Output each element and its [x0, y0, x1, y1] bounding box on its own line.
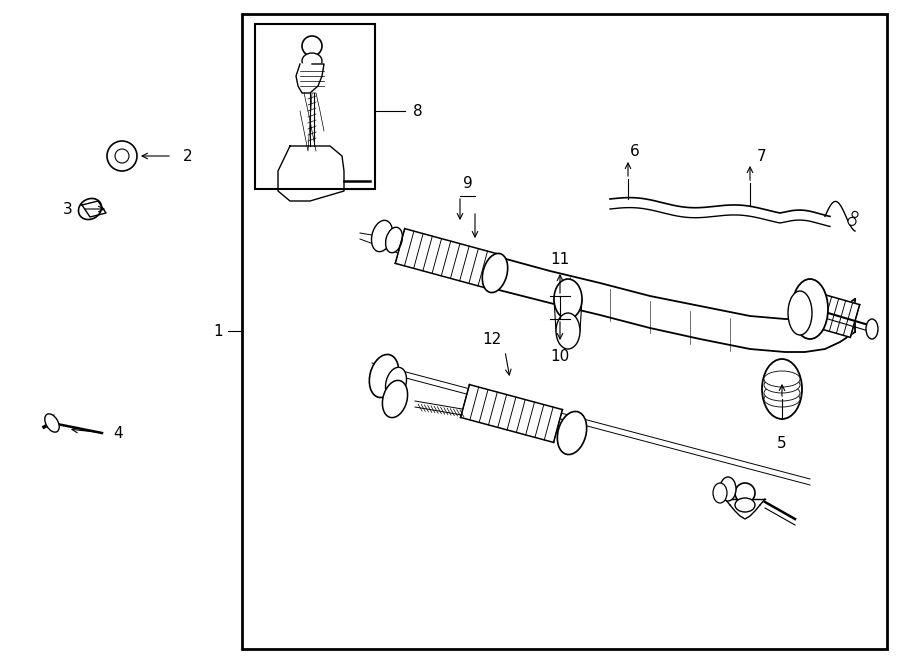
- Text: 6: 6: [630, 143, 640, 159]
- Ellipse shape: [713, 483, 727, 503]
- Circle shape: [848, 217, 856, 225]
- Ellipse shape: [482, 253, 508, 293]
- Polygon shape: [395, 229, 497, 288]
- Text: 7: 7: [757, 149, 767, 163]
- Polygon shape: [82, 201, 106, 217]
- Ellipse shape: [78, 198, 102, 219]
- Ellipse shape: [735, 498, 755, 512]
- Ellipse shape: [866, 319, 878, 339]
- Text: 1: 1: [213, 323, 223, 338]
- Ellipse shape: [764, 385, 800, 401]
- Text: 2: 2: [184, 149, 193, 163]
- Polygon shape: [815, 295, 859, 337]
- Ellipse shape: [557, 411, 587, 455]
- Polygon shape: [461, 385, 562, 442]
- Ellipse shape: [369, 354, 399, 397]
- Text: 10: 10: [551, 348, 570, 364]
- Ellipse shape: [45, 414, 59, 432]
- Circle shape: [735, 483, 755, 503]
- Ellipse shape: [764, 391, 800, 407]
- Text: 4: 4: [113, 426, 122, 440]
- Bar: [242, 14, 887, 649]
- Ellipse shape: [107, 141, 137, 171]
- Ellipse shape: [792, 279, 828, 339]
- Ellipse shape: [382, 380, 408, 418]
- Text: 11: 11: [551, 251, 570, 266]
- Ellipse shape: [302, 53, 322, 69]
- Ellipse shape: [115, 149, 129, 163]
- Text: 5: 5: [778, 436, 787, 451]
- Ellipse shape: [385, 368, 407, 399]
- Text: 8: 8: [413, 104, 423, 118]
- Text: 12: 12: [482, 332, 501, 346]
- Ellipse shape: [556, 313, 580, 349]
- Bar: [255, 24, 375, 189]
- Polygon shape: [296, 64, 324, 93]
- Text: 3: 3: [63, 202, 73, 217]
- Ellipse shape: [788, 291, 812, 335]
- Ellipse shape: [762, 359, 802, 419]
- Circle shape: [302, 36, 322, 56]
- Ellipse shape: [385, 227, 402, 253]
- Ellipse shape: [554, 279, 582, 319]
- Ellipse shape: [372, 220, 392, 252]
- Text: 9: 9: [464, 176, 472, 190]
- Ellipse shape: [764, 377, 800, 393]
- Circle shape: [852, 212, 858, 217]
- Ellipse shape: [720, 477, 736, 501]
- Ellipse shape: [764, 371, 800, 387]
